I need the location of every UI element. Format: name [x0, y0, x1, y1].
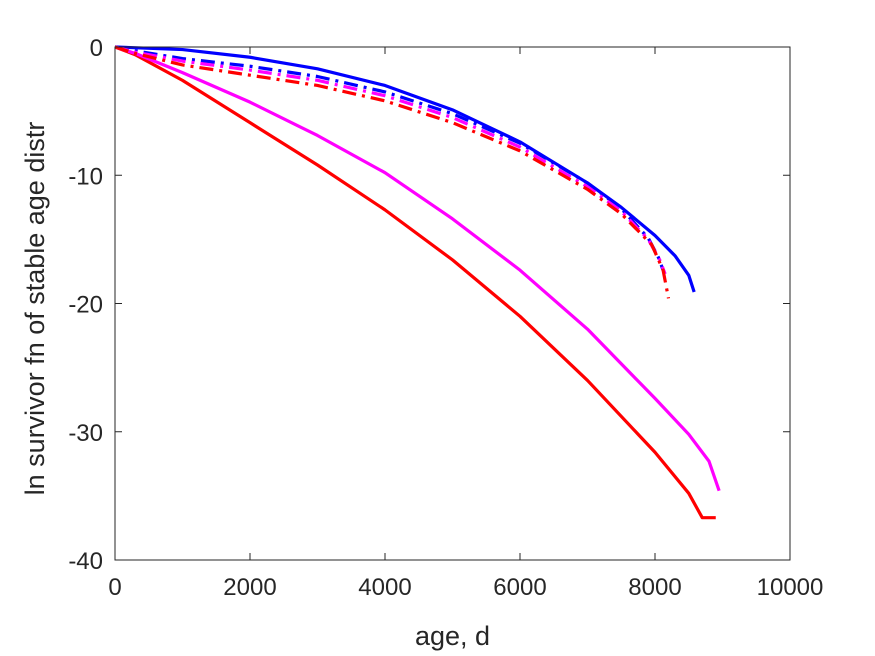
x-tick-label: 2000 [223, 574, 276, 601]
y-axis-label: ln survivor fn of stable age distr [20, 122, 50, 496]
series-line-2 [114, 45, 721, 492]
ticks-group: 0 2000 4000 6000 8000 10000 -40 -30 -20 -10 0 [68, 35, 823, 601]
x-tick-label: 4000 [358, 574, 411, 601]
x-axis-label: age, d [415, 621, 490, 651]
series-line-3 [114, 45, 696, 293]
y-tick-label: -20 [68, 292, 103, 319]
y-tick-label: -30 [68, 420, 103, 447]
series-group [114, 45, 721, 520]
series-line-1 [114, 45, 716, 520]
x-tick-label: 8000 [628, 574, 681, 601]
series-line-6 [114, 45, 671, 299]
x-tick-label: 0 [108, 574, 121, 601]
y-tick-label: -40 [68, 548, 103, 575]
series-line-5 [114, 45, 667, 275]
plot-frame [114, 46, 791, 561]
y-tick-label: 0 [90, 35, 103, 62]
x-tick-label: 6000 [493, 574, 546, 601]
y-tick-label: -10 [68, 163, 103, 190]
series-line-4 [114, 45, 665, 271]
x-tick-label: 10000 [757, 574, 824, 601]
